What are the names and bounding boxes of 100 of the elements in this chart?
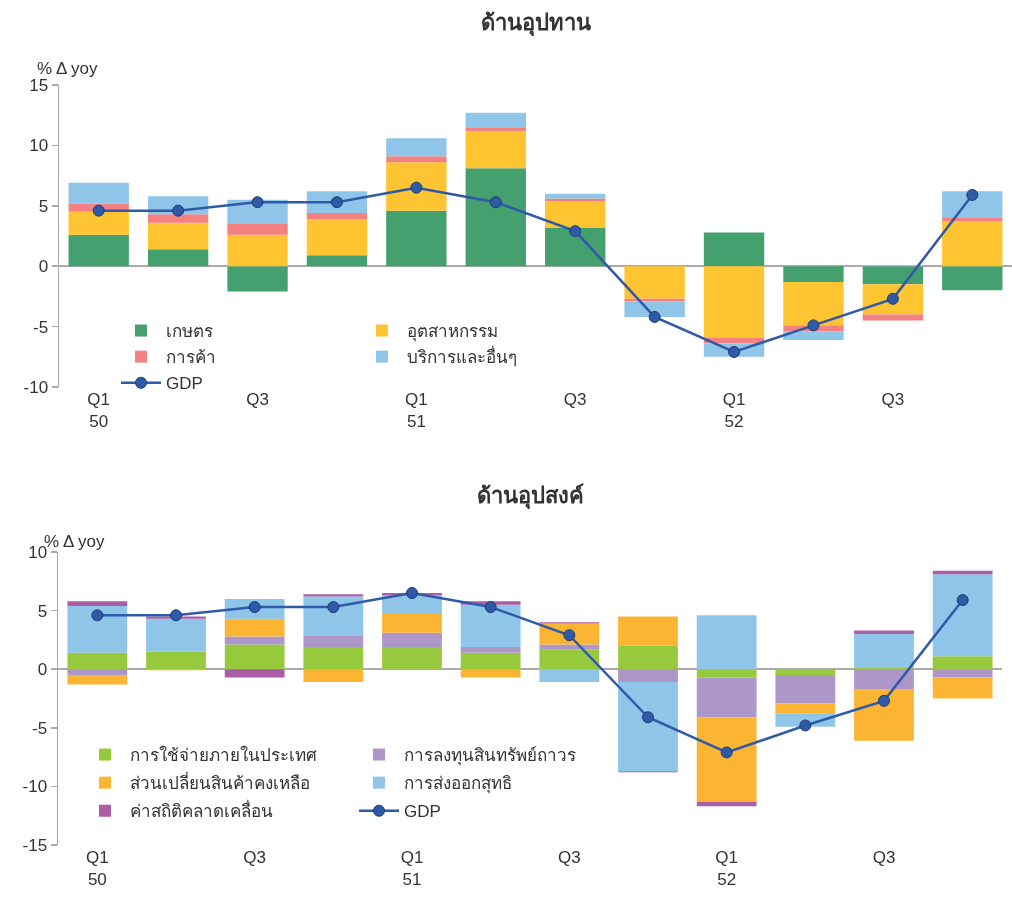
- bar: [303, 594, 364, 597]
- bar: [147, 222, 209, 250]
- bar: [67, 605, 128, 653]
- bar: [224, 669, 285, 678]
- point: [91, 609, 104, 622]
- bar: [703, 266, 765, 338]
- y-tick-label: -5: [32, 317, 49, 337]
- y-axis-title: % Δ yoy: [37, 59, 98, 78]
- bar: [382, 612, 442, 633]
- bar: [942, 217, 1003, 222]
- legend-label: GDP: [404, 802, 441, 822]
- bar: [227, 234, 288, 267]
- bar: [460, 652, 521, 670]
- bar: [932, 656, 993, 670]
- bar: [306, 255, 368, 267]
- bar: [545, 200, 606, 228]
- x-tick-label: Q3: [872, 848, 896, 867]
- bar: [942, 221, 1003, 267]
- point: [886, 292, 899, 305]
- point: [878, 694, 890, 707]
- bar: [775, 669, 836, 676]
- bar: [932, 574, 993, 657]
- bar: [783, 331, 844, 340]
- legend-label: ค่าสถิติคลาดเคลื่อน: [130, 799, 273, 822]
- bar: [227, 266, 288, 292]
- bar: [696, 677, 757, 718]
- bar: [460, 669, 521, 678]
- bar: [854, 634, 914, 669]
- point: [728, 345, 741, 358]
- bar: [465, 112, 526, 128]
- legend-label: การค้า: [166, 348, 216, 368]
- bar: [783, 281, 844, 326]
- bar: [224, 618, 285, 637]
- bar: [783, 266, 844, 282]
- bar: [382, 632, 442, 647]
- y-tick-label: 0: [37, 660, 48, 680]
- bar: [67, 652, 128, 670]
- legend-label: เกษตร: [166, 322, 213, 342]
- x-tick-label: Q3: [557, 848, 581, 867]
- bar: [618, 616, 678, 646]
- x-tick-label: Q3: [243, 848, 267, 867]
- point: [720, 746, 733, 759]
- bar: [539, 669, 600, 683]
- bar: [386, 210, 447, 267]
- bar: [854, 669, 914, 690]
- chart-title: ด้านอุปทาน: [480, 9, 591, 37]
- bar: [696, 717, 757, 802]
- bar: [539, 649, 600, 670]
- point: [956, 594, 969, 607]
- bar: [465, 130, 526, 169]
- x-tick-label: Q1 50: [87, 390, 111, 432]
- bar: [386, 138, 447, 157]
- bar: [942, 266, 1003, 291]
- bar: [862, 314, 924, 321]
- bar: [68, 211, 129, 235]
- bar: [545, 193, 606, 199]
- bar: [382, 646, 442, 670]
- bar: [862, 266, 924, 285]
- bar: [224, 636, 285, 645]
- point: [807, 319, 820, 332]
- x-tick-label: Q1 51: [405, 390, 428, 432]
- legend-label: อุตสาหกรรม: [407, 322, 498, 343]
- bar: [703, 232, 765, 267]
- chart-title: ด้านอุปสงค์: [476, 482, 584, 510]
- point: [170, 609, 182, 622]
- legend-label: การส่งออกสุทธิ: [404, 774, 512, 795]
- x-tick-label: Q3: [563, 390, 587, 409]
- bar: [303, 669, 364, 683]
- bar: [696, 615, 757, 670]
- x-tick-label: Q1 52: [715, 848, 739, 890]
- bar: [386, 162, 447, 211]
- legend-label: บริการและอื่นๆ: [407, 345, 517, 368]
- bar: [618, 682, 678, 772]
- bar: [68, 234, 129, 267]
- bar: [460, 646, 521, 653]
- x-tick-label: Q1 52: [722, 390, 746, 432]
- bar: [942, 191, 1003, 218]
- x-tick-label: Q1 51: [400, 848, 424, 890]
- point: [799, 719, 812, 732]
- y-tick-label: 5: [37, 601, 48, 621]
- x-tick-label: Q1 50: [85, 848, 109, 890]
- y-tick-label: 0: [38, 257, 49, 277]
- bar: [303, 646, 364, 670]
- bar: [932, 677, 993, 699]
- y-tick-label: -10: [22, 777, 48, 797]
- bar: [67, 669, 128, 676]
- point: [406, 587, 418, 600]
- point: [642, 711, 654, 724]
- bar: [465, 168, 526, 267]
- bar: [775, 675, 836, 704]
- bar: [224, 644, 285, 670]
- y-tick-label: -15: [22, 835, 48, 855]
- point: [410, 181, 423, 194]
- bar: [147, 214, 209, 223]
- point: [327, 601, 340, 614]
- bar: [147, 249, 209, 267]
- bar: [68, 182, 129, 204]
- y-tick-label: -10: [23, 377, 49, 397]
- point: [330, 196, 343, 209]
- bar: [306, 219, 368, 256]
